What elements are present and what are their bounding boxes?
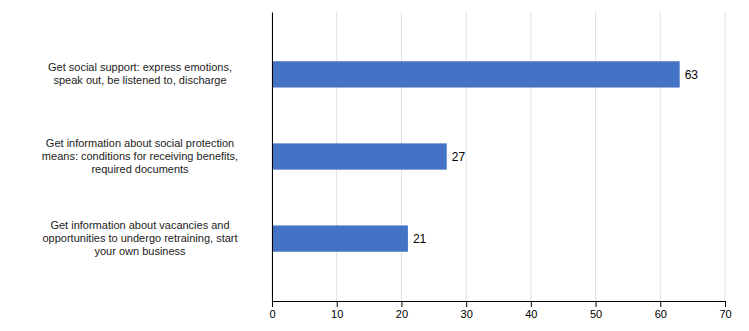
y-tick-label-line: means: conditions for receiving benefits… — [42, 150, 238, 162]
y-tick-label-line: Get information about vacancies and — [50, 219, 229, 231]
x-tick: 30 — [461, 301, 473, 320]
x-tick-mark — [596, 301, 597, 307]
x-tick: 0 — [269, 301, 275, 320]
x-tick-label: 40 — [525, 308, 537, 320]
data-labels: 21 27 63 — [413, 68, 698, 246]
x-tick-label: 50 — [590, 308, 602, 320]
x-tick-mark — [401, 301, 402, 307]
x-tick-label: 20 — [396, 308, 408, 320]
y-tick-label-line: your own business — [94, 245, 186, 257]
y-tick: Get information about social protectionm… — [42, 137, 272, 175]
y-tick-label: Get information about social protectionm… — [42, 137, 238, 175]
x-tick: 10 — [331, 301, 343, 320]
bars — [272, 61, 680, 251]
grid-line — [272, 12, 273, 301]
x-tick-label: 10 — [331, 308, 343, 320]
y-tick-label-line: Get information about social protection — [46, 137, 234, 149]
y-tick-label-line: required documents — [91, 163, 189, 175]
x-tick-label: 70 — [719, 308, 731, 320]
x-tick-label: 0 — [269, 308, 275, 320]
data-label: 21 — [413, 232, 427, 246]
x-tick-label: 30 — [461, 308, 473, 320]
y-tick-label-line: Get social support: express emotions, — [48, 61, 232, 73]
x-tick-mark — [531, 301, 532, 307]
x-tick: 70 — [719, 301, 731, 320]
x-tick-mark — [337, 301, 338, 307]
y-tick: Get information about vacancies andoppor… — [42, 219, 272, 257]
x-tick-mark — [466, 301, 467, 307]
y-axis-line — [272, 13, 273, 302]
x-tick-mark — [660, 301, 661, 307]
y-tick-label-line: opportunities to undergo retraining, sta… — [42, 232, 237, 244]
x-tick: 20 — [396, 301, 408, 320]
grid-line — [725, 12, 726, 301]
x-axis-line — [273, 302, 726, 308]
data-label: 63 — [685, 68, 699, 82]
bar — [272, 61, 680, 87]
grid — [272, 12, 725, 301]
x-tick: 40 — [525, 301, 537, 320]
chart: 0 10 20 30 40 50 60 70 Get social support: expre… — [0, 0, 749, 331]
y-tick-label: Get social support: express emotions,spe… — [48, 61, 232, 86]
grid-line — [660, 12, 661, 301]
y-tick-label-line: speak out, be listened to, discharge — [53, 74, 226, 86]
x-tick-mark — [272, 301, 273, 307]
x-tick-mark — [725, 301, 726, 307]
plot: 0 10 20 30 40 50 60 70 Get social support: expre… — [42, 12, 732, 320]
y-axis: Get social support: express emotions,spe… — [42, 13, 273, 302]
bar — [272, 143, 447, 169]
y-tick-label: Get information about vacancies andoppor… — [42, 219, 237, 257]
x-tick: 50 — [590, 301, 602, 320]
x-tick: 60 — [655, 301, 667, 320]
x-axis: 0 10 20 30 40 50 60 70 — [269, 301, 731, 320]
grid-line — [530, 12, 531, 301]
y-tick: Get social support: express emotions,spe… — [48, 61, 272, 86]
bar — [272, 225, 408, 251]
data-label: 27 — [452, 150, 466, 164]
x-tick-label: 60 — [655, 308, 667, 320]
grid-line — [466, 12, 467, 301]
grid-line — [595, 12, 596, 301]
